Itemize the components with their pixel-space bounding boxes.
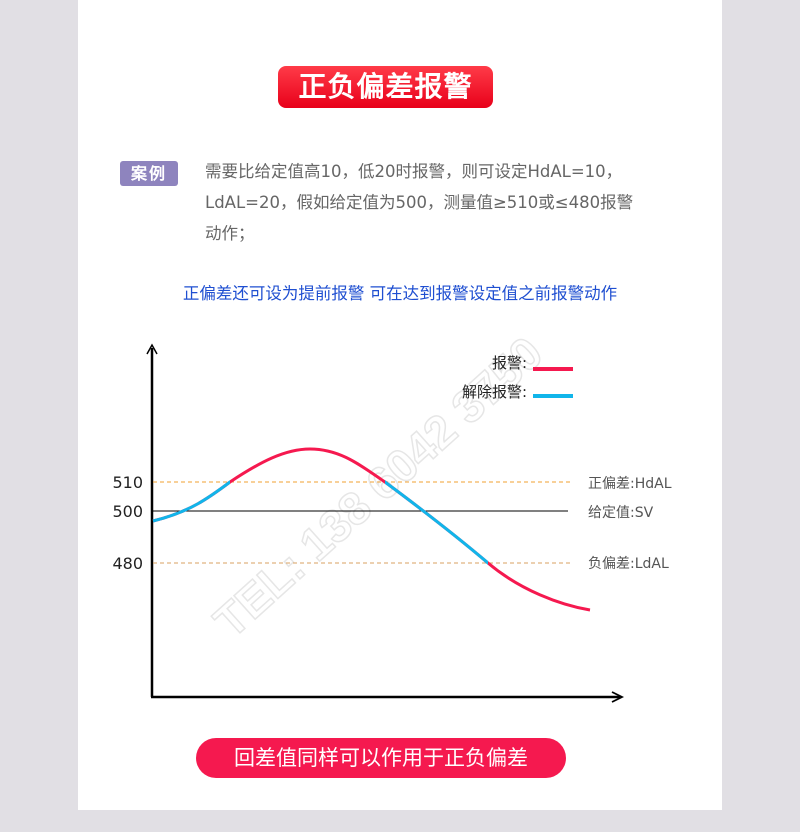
tick-510: 510 [112,473,143,492]
tick-500: 500 [112,502,143,521]
watermark: TEL: 138 6042 3750 [204,326,552,647]
hdal-label: 正偏差:HdAL [588,476,672,492]
example-badge: 案例 [120,161,178,186]
sv-label: 给定值:SV [588,505,654,521]
legend-release-label: 解除报警: [462,383,527,401]
alarm-curve [152,447,591,612]
description-line: LdAL=20，假如给定值为500，测量值≥510或≤480报警 [205,193,634,212]
legend-alarm-label: 报警: [492,354,527,372]
x-axis-arrow-icon [611,691,625,703]
y-axis-arrow-icon [146,343,158,355]
example-description: 需要比给定值高10，低20时报警，则可设定HdAL=10， LdAL=20，假如… [205,156,665,249]
description-line: 动作； [205,224,255,243]
hysteresis-note-banner: 回差值同样可以作用于正负偏差 [196,738,566,778]
advance-alarm-note: 正偏差还可设为提前报警 可在达到报警设定值之前报警动作 [182,284,618,303]
ldal-label: 负偏差:LdAL [588,556,669,572]
content-card [78,0,722,810]
page-title: 正负偏差报警 [278,66,493,108]
tick-480: 480 [112,554,143,573]
description-line: 需要比给定值高10，低20时报警，则可设定HdAL=10， [205,162,623,181]
